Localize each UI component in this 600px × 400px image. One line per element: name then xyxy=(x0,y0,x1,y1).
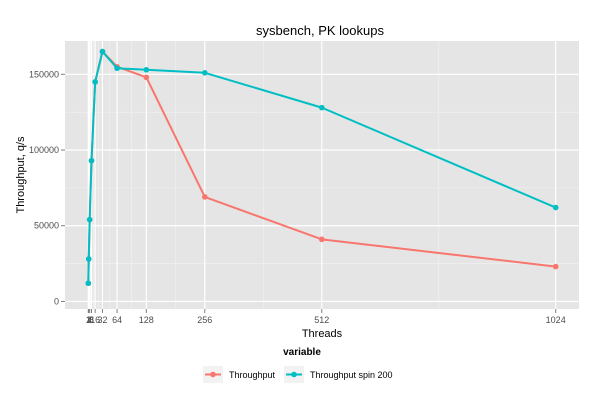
series-2-point xyxy=(143,66,150,73)
series-2-point xyxy=(92,79,98,85)
y-tick-label: 50000 xyxy=(34,221,59,231)
series-2-point xyxy=(85,280,92,287)
legend-label: Throughput xyxy=(229,370,276,380)
x-tick-label: 64 xyxy=(112,315,122,325)
legend-key-point xyxy=(210,371,216,378)
series-1-point xyxy=(143,74,150,81)
series-2-point xyxy=(86,216,93,223)
series-2-point xyxy=(85,256,92,262)
y-axis-title: Throughput, q/s xyxy=(15,136,27,214)
legend: Throughput Throughput spin 200 xyxy=(203,366,393,383)
series-2-point xyxy=(318,104,325,111)
x-tick-label: 512 xyxy=(314,315,329,325)
x-tick-label: 256 xyxy=(197,315,212,325)
series-1-point xyxy=(202,194,208,200)
x-tick-label: 4 xyxy=(87,315,92,325)
series-2-point xyxy=(552,204,559,211)
y-axis: 0 50000 100000 150000 xyxy=(29,69,65,306)
x-tick-label: 16 xyxy=(90,315,100,325)
x-tick-label: 1 xyxy=(86,315,91,325)
legend-label: Throughput spin 200 xyxy=(310,370,393,380)
series-layer xyxy=(85,48,559,287)
series-1-point xyxy=(552,263,559,270)
series-2-point xyxy=(99,48,106,55)
x-tick-label: 2 xyxy=(86,315,91,325)
series-2-point xyxy=(202,69,208,76)
series-2-point xyxy=(88,157,95,164)
y-tick-label: 150000 xyxy=(29,69,59,79)
series-2-point xyxy=(114,65,120,72)
x-tick-label: 8 xyxy=(89,315,94,325)
series-1-point xyxy=(318,236,325,243)
y-tick-label: 0 xyxy=(54,296,59,306)
x-tick-label: 32 xyxy=(97,315,107,325)
chart-title: sysbench, PK lookups xyxy=(256,23,384,38)
x-axis-title: Threads xyxy=(302,328,343,340)
y-tick-label: 100000 xyxy=(29,145,59,155)
x-tick-label: 1024 xyxy=(546,315,566,325)
legend-key-point xyxy=(291,371,297,378)
x-tick-label: 128 xyxy=(139,315,154,325)
legend-title: variable xyxy=(283,347,321,358)
